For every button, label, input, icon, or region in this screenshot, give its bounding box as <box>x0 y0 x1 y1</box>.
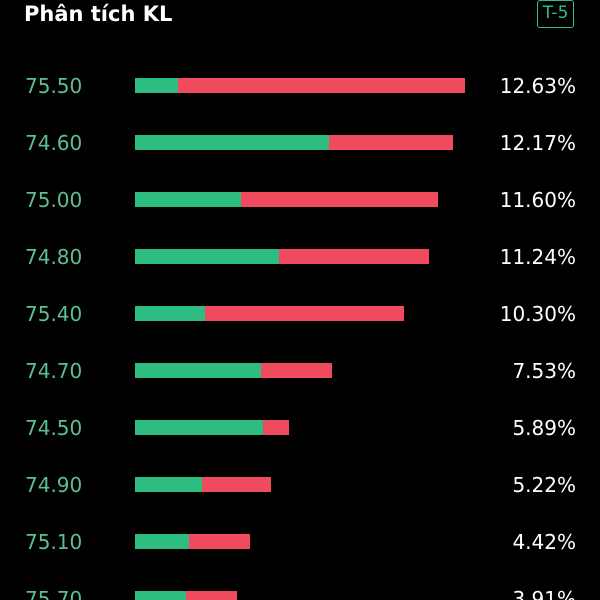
sell-volume-segment <box>201 477 272 492</box>
sell-volume-segment <box>204 306 405 321</box>
volume-percent: 3.91% <box>512 587 576 600</box>
period-selector-button[interactable]: T-5 <box>537 0 574 28</box>
sell-volume-segment <box>328 135 453 150</box>
buy-volume-segment <box>135 306 205 321</box>
header: Phân tích KL T-5 <box>0 0 600 40</box>
sell-volume-segment <box>186 591 238 600</box>
list-item[interactable]: 75.40 10.30% <box>0 294 600 334</box>
price-level: 75.40 <box>25 302 83 326</box>
buy-volume-segment <box>135 363 261 378</box>
volume-percent: 11.60% <box>499 188 576 212</box>
price-level: 74.90 <box>25 473 83 497</box>
buy-volume-segment <box>135 591 187 600</box>
buy-volume-segment <box>135 477 202 492</box>
price-level: 75.70 <box>25 587 83 600</box>
list-item[interactable]: 74.60 12.17% <box>0 123 600 163</box>
sell-volume-segment <box>278 249 429 264</box>
sell-volume-segment <box>241 192 439 207</box>
list-item[interactable]: 75.70 3.91% <box>0 579 600 600</box>
volume-percent: 5.89% <box>512 416 576 440</box>
volume-bar <box>135 477 272 492</box>
volume-bar <box>135 420 289 435</box>
volume-bar <box>135 591 238 600</box>
price-level: 75.50 <box>25 74 83 98</box>
sell-volume-segment <box>262 420 289 435</box>
sell-volume-segment <box>177 78 465 93</box>
volume-bar <box>135 534 251 549</box>
volume-percent: 4.42% <box>512 530 576 554</box>
list-item[interactable]: 74.50 5.89% <box>0 408 600 448</box>
list-item[interactable]: 74.90 5.22% <box>0 465 600 505</box>
list-item[interactable]: 75.50 12.63% <box>0 66 600 106</box>
volume-percent: 10.30% <box>499 302 576 326</box>
list-item[interactable]: 75.10 4.42% <box>0 522 600 562</box>
list-item[interactable]: 74.70 7.53% <box>0 351 600 391</box>
buy-volume-segment <box>135 249 279 264</box>
volume-percent: 5.22% <box>512 473 576 497</box>
volume-bar <box>135 78 465 93</box>
buy-volume-segment <box>135 420 263 435</box>
volume-bar <box>135 306 405 321</box>
volume-percent: 12.63% <box>499 74 576 98</box>
volume-bar <box>135 135 453 150</box>
price-level: 74.80 <box>25 245 83 269</box>
list-item[interactable]: 74.80 11.24% <box>0 237 600 277</box>
buy-volume-segment <box>135 534 190 549</box>
buy-volume-segment <box>135 78 178 93</box>
buy-volume-segment <box>135 192 242 207</box>
sell-volume-segment <box>260 363 332 378</box>
page-title: Phân tích KL <box>24 2 173 26</box>
volume-bar <box>135 249 429 264</box>
volume-percent: 11.24% <box>499 245 576 269</box>
volume-percent: 12.17% <box>499 131 576 155</box>
buy-volume-segment <box>135 135 329 150</box>
price-level: 75.00 <box>25 188 83 212</box>
price-level: 74.50 <box>25 416 83 440</box>
volume-percent: 7.53% <box>512 359 576 383</box>
price-level: 74.70 <box>25 359 83 383</box>
list-item[interactable]: 75.00 11.60% <box>0 180 600 220</box>
sell-volume-segment <box>189 534 251 549</box>
volume-bar <box>135 192 439 207</box>
price-level: 74.60 <box>25 131 83 155</box>
price-level: 75.10 <box>25 530 83 554</box>
volume-bar <box>135 363 332 378</box>
